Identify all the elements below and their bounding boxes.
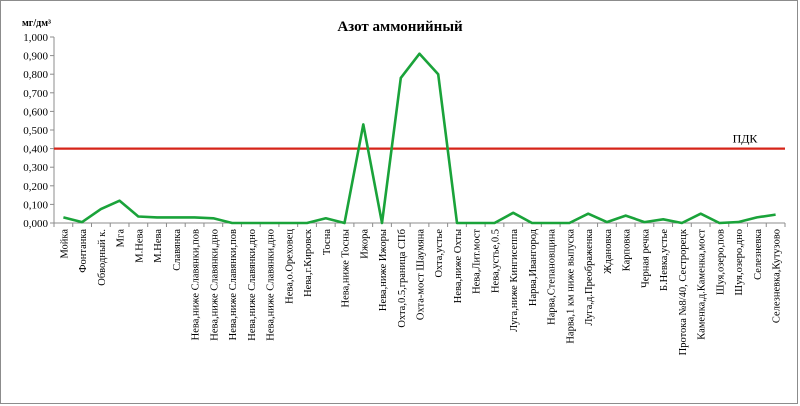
- axes: [53, 37, 785, 224]
- x-tick-label: Охта-мост Шаумяна: [416, 229, 427, 320]
- y-tick-label: 0,400: [23, 144, 48, 156]
- x-tick-label: Нева,Лит.мост: [472, 229, 483, 294]
- x-tick-label: Нарва,1 км ниже выпуска: [565, 229, 576, 344]
- x-tick-label: Нева,ниже Славянки,дно: [247, 229, 258, 341]
- y-tick-label: 0,700: [23, 88, 48, 100]
- x-tick-label: Нева,ниже Славянки,пов: [191, 229, 202, 340]
- pdk-label: ПДК: [733, 132, 759, 146]
- x-tick-label: Нева,о.Ореховец: [284, 229, 295, 304]
- series-line: [63, 52, 776, 225]
- x-tick-label: Обводный к.: [97, 229, 108, 286]
- x-tick-label: Охта,устье: [434, 229, 445, 278]
- x-tick-label: Нева,ниже Славянки,дно: [209, 229, 220, 341]
- y-tick-label: 0,600: [23, 106, 48, 118]
- chart-title: Азот аммонийный: [337, 19, 463, 35]
- x-tick-label: Нева,ниже Славянки,дно: [266, 229, 277, 341]
- y-tick-label: 1,000: [23, 32, 48, 44]
- y-axis-ticks: 0,000 0,100 0,200 0,300 0,400 0,500 0,600 0,700…: [23, 32, 54, 230]
- x-tick-label: Шуя,озеро,дно: [734, 229, 745, 295]
- x-tick-label: Славянка: [172, 229, 183, 271]
- x-tick-label: Нева,ниже Славянки,пов: [228, 229, 239, 340]
- x-tick-label: Тосна: [322, 229, 333, 255]
- x-tick-label: М.Нева: [153, 229, 164, 263]
- x-tick-label: Мга: [116, 229, 127, 248]
- x-tick-label: Мойка: [59, 229, 70, 259]
- x-tick-label: Карповка: [622, 229, 633, 272]
- x-tick-label: М.Нева: [134, 229, 145, 263]
- x-tick-label: Ижора: [359, 229, 370, 259]
- x-tick-label: Нарва,Степановщина: [547, 229, 558, 325]
- series-layer: [63, 52, 776, 225]
- x-tick-label: Нева,устье,0.5: [490, 229, 501, 293]
- y-tick-label: 0,800: [23, 69, 48, 81]
- x-tick-label: Черная речка: [640, 229, 651, 288]
- x-tick-label: Селезневка: [753, 229, 764, 280]
- x-tick-label: Нева,ниже Охты: [453, 229, 464, 303]
- x-tick-label: Нева,ниже Ижоры: [378, 229, 389, 311]
- x-tick-label: Охта,0.5,граница СПб: [397, 229, 408, 328]
- y-tick-label: 0,100: [23, 199, 48, 211]
- pdk-reference: ПДК: [54, 132, 785, 150]
- y-tick-label: 0,000: [23, 218, 48, 230]
- x-tick-label: Каменка,д.Каменка,мост: [697, 229, 708, 340]
- x-tick-label: Протока №8/40, Сестрорецк: [678, 228, 689, 355]
- x-tick-label: Ждановка: [603, 229, 614, 274]
- y-tick-label: 0,500: [23, 125, 48, 137]
- x-tick-label: Нева,г.Кировск: [303, 228, 314, 297]
- x-tick-label: Фонтанка: [78, 229, 89, 273]
- x-tick-label: Шуя,озеро,пов: [715, 229, 726, 295]
- x-tick-label: Селезневка,Кутузово: [772, 229, 783, 323]
- x-tick-label: Нарва,Ивангород: [528, 228, 539, 306]
- x-axis-ticks: Мойка Фонтанка Обводный к. Мга М.Нева М.Нева С…: [53, 223, 786, 355]
- x-tick-label: Нева,ниже Тосны: [341, 229, 352, 307]
- x-tick-label: Луга,д.Преображенка: [584, 229, 595, 326]
- x-tick-label: Б.Невка,устье: [659, 229, 670, 291]
- x-tick-label: Луга,ниже Кингисеппа: [509, 229, 520, 332]
- y-tick-label: 0,900: [23, 51, 48, 63]
- y-axis-label: мг/дм³: [22, 18, 51, 29]
- y-tick-label: 0,200: [23, 181, 48, 193]
- y-tick-label: 0,300: [23, 162, 48, 174]
